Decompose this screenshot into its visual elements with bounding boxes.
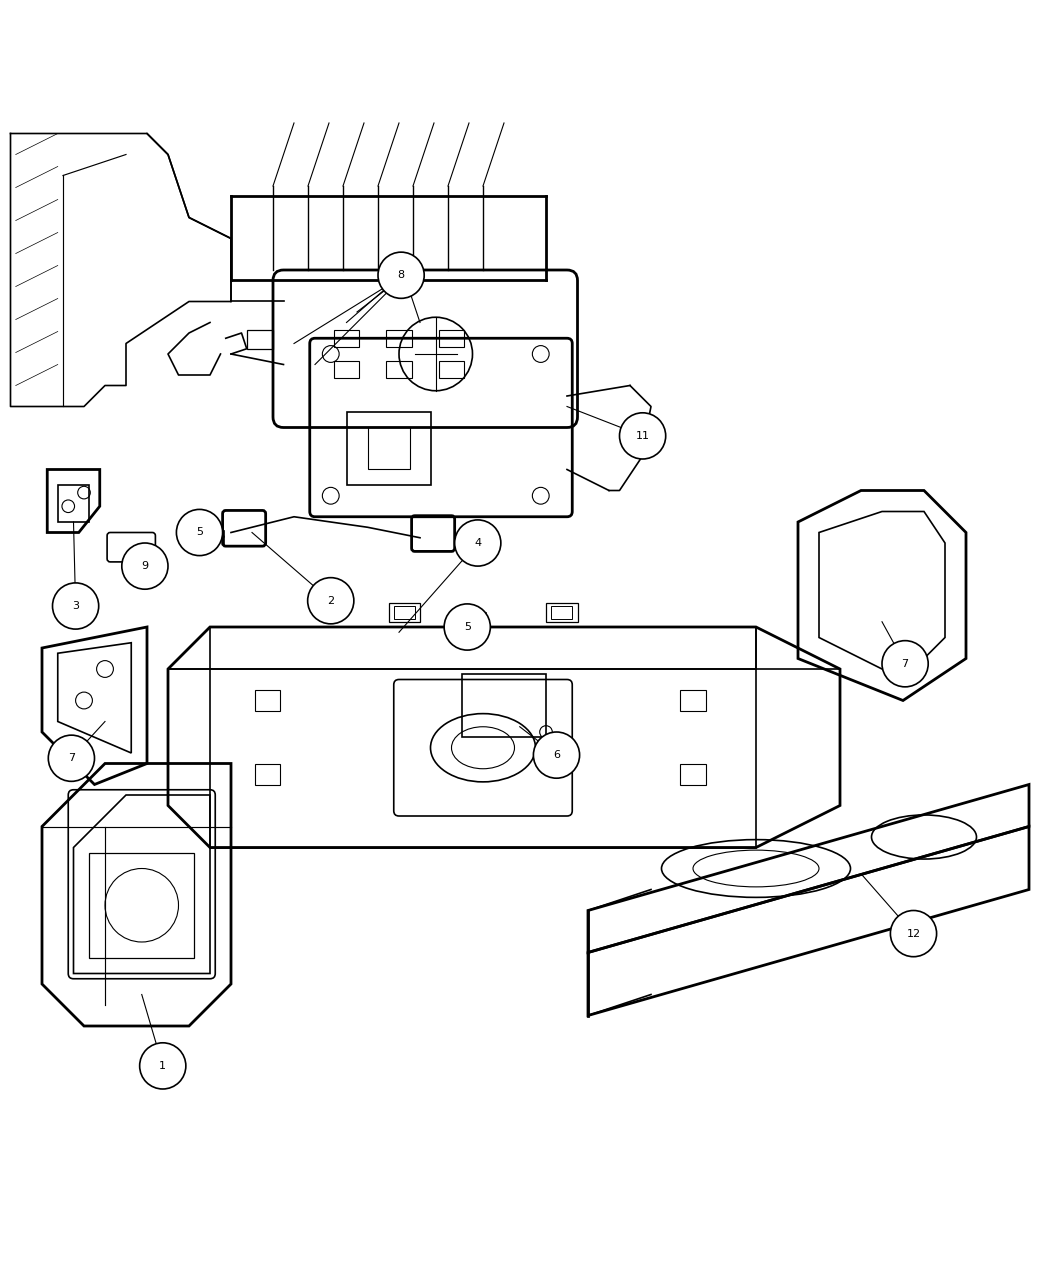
Text: 3: 3 [72,601,79,611]
Circle shape [890,910,937,956]
Bar [255,764,280,784]
Bar [388,603,420,622]
Circle shape [122,543,168,589]
Text: 4: 4 [475,538,481,548]
Bar [462,674,546,737]
Bar [334,361,359,379]
Text: 1: 1 [160,1061,166,1071]
Bar [680,690,706,711]
Bar [386,361,412,379]
Text: 12: 12 [906,928,921,938]
Circle shape [176,510,223,556]
Bar [255,690,280,711]
Circle shape [620,413,666,459]
Bar [439,361,464,379]
Circle shape [462,617,472,627]
Bar [346,412,430,486]
Circle shape [882,640,928,687]
Bar [551,606,572,618]
Circle shape [308,578,354,623]
Circle shape [140,1043,186,1089]
Text: 9: 9 [142,561,148,571]
Bar [334,330,359,347]
Circle shape [200,534,210,546]
Bar [546,603,578,622]
Text: 2: 2 [328,595,334,606]
Text: 8: 8 [398,270,404,280]
Circle shape [48,736,94,782]
Bar [247,330,273,349]
Circle shape [52,583,99,629]
Bar [368,427,410,469]
Bar [680,764,706,784]
Text: 5: 5 [464,622,470,632]
Bar [394,606,415,618]
Bar [439,330,464,347]
Circle shape [378,252,424,298]
Text: 11: 11 [635,431,650,441]
Bar [386,330,412,347]
Text: 7: 7 [902,659,908,669]
Text: 6: 6 [553,750,560,760]
Circle shape [444,604,490,650]
Text: 5: 5 [196,528,203,538]
Text: 7: 7 [68,754,75,764]
Bar [89,853,194,958]
Circle shape [455,520,501,566]
Circle shape [533,732,580,778]
